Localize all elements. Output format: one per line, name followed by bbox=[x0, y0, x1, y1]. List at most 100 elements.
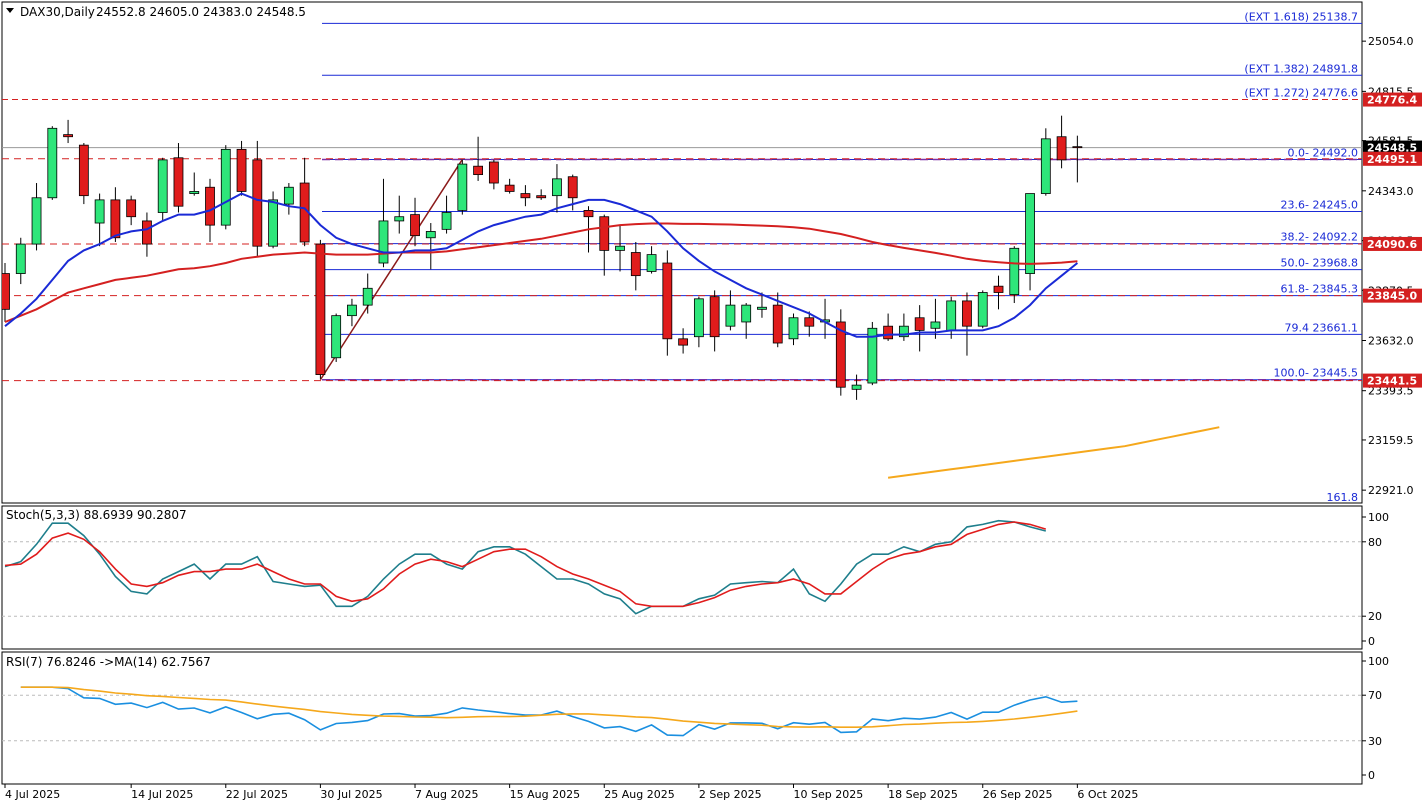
candle-body bbox=[457, 163, 468, 211]
candle-body bbox=[898, 325, 909, 338]
price-badge-label: 23441.5 bbox=[1367, 375, 1417, 388]
candle-body bbox=[236, 148, 247, 192]
stochastic-panel: 100 80 20 0 bbox=[1, 505, 1389, 650]
candle-body bbox=[347, 304, 357, 317]
candle-body bbox=[804, 317, 815, 327]
candle-body bbox=[583, 209, 594, 218]
candle-body bbox=[851, 384, 862, 390]
price-badge bbox=[1363, 373, 1422, 388]
candle-body bbox=[126, 199, 137, 218]
fib-level-label: 0.0- 24492.0 bbox=[1288, 146, 1358, 159]
candle-body bbox=[394, 216, 405, 222]
candle-body bbox=[536, 195, 547, 199]
candle-body bbox=[2, 273, 10, 310]
candle-body bbox=[977, 292, 988, 327]
price-axis-label: 24343.0 bbox=[1368, 185, 1414, 198]
candle-body bbox=[788, 317, 799, 340]
price-axis-label: 25054.0 bbox=[1368, 35, 1414, 48]
candle-body bbox=[1025, 193, 1035, 274]
date-axis-label: 6 Oct 2025 bbox=[1077, 788, 1138, 801]
candle-body bbox=[142, 220, 152, 245]
date-axis-label: 22 Jul 2025 bbox=[226, 788, 288, 801]
candle-body bbox=[47, 127, 58, 199]
candle-body bbox=[725, 304, 736, 327]
ema-slow-line bbox=[4, 222, 1078, 323]
price-axis-label: 23632.0 bbox=[1368, 334, 1414, 347]
ema-fast-line bbox=[4, 192, 1079, 338]
candle-body bbox=[567, 176, 578, 199]
candle-body bbox=[315, 243, 326, 375]
stoch-d-line bbox=[4, 521, 1047, 608]
stoch-axis-label: 20 bbox=[1368, 610, 1382, 623]
stoch-panel-frame bbox=[1, 505, 1363, 650]
rsi-axis-label: 30 bbox=[1368, 735, 1382, 748]
candle-body bbox=[378, 220, 389, 264]
candle-body bbox=[741, 304, 752, 323]
candle-body bbox=[173, 157, 184, 207]
stoch-axis-label: 0 bbox=[1368, 635, 1375, 648]
fib-level-label: 23.6- 24245.0 bbox=[1281, 198, 1358, 211]
candle-body bbox=[599, 216, 610, 251]
date-axis-label: 14 Jul 2025 bbox=[131, 788, 193, 801]
fib-level-label: (EXT 1.618) 25138.7 bbox=[1244, 10, 1358, 23]
price-badge bbox=[1363, 288, 1422, 303]
candle-body bbox=[552, 178, 562, 197]
candle-body bbox=[709, 296, 720, 338]
candle-body bbox=[252, 159, 263, 247]
candle-body bbox=[678, 338, 689, 346]
price-badge-label: 23845.0 bbox=[1367, 290, 1417, 303]
candle-body bbox=[157, 159, 168, 213]
price-badge bbox=[1363, 236, 1422, 251]
candle-body bbox=[835, 321, 846, 388]
candle-body bbox=[331, 315, 342, 359]
rsi-ma-line bbox=[20, 686, 1078, 729]
candle-body bbox=[615, 245, 625, 251]
candle-body bbox=[930, 321, 941, 329]
ema-long-line bbox=[887, 426, 1220, 479]
stoch-axis-label: 100 bbox=[1368, 511, 1389, 524]
price-badge-label: 24090.6 bbox=[1367, 238, 1417, 251]
candle-body bbox=[962, 300, 972, 327]
candle-body bbox=[504, 184, 515, 192]
candle-body bbox=[630, 252, 641, 277]
stoch-axis-label: 80 bbox=[1368, 536, 1382, 549]
price-badge-label: 24776.4 bbox=[1367, 94, 1417, 107]
rsi-panel-frame bbox=[1, 651, 1363, 785]
candle-body bbox=[268, 199, 278, 247]
candle-body bbox=[662, 262, 673, 340]
candle-body bbox=[205, 186, 215, 226]
symbol-header: DAX30,Daily bbox=[20, 5, 95, 19]
candle-body bbox=[1009, 247, 1020, 296]
price-axis-label: 23159.5 bbox=[1368, 434, 1414, 447]
candle-body bbox=[473, 165, 484, 176]
candle-body bbox=[993, 285, 1004, 293]
date-axis: 4 Jul 2025 14 Jul 2025 22 Jul 2025 30 Jul 2… bbox=[4, 784, 1138, 801]
candle-body bbox=[946, 300, 957, 331]
rsi-axis-label: 0 bbox=[1368, 769, 1375, 782]
candle-body bbox=[410, 214, 420, 237]
candle-body bbox=[441, 212, 452, 230]
candle-body bbox=[693, 298, 704, 338]
fib-level-label: 38.2- 24092.2 bbox=[1281, 231, 1358, 244]
fib-level-label: 100.0- 23445.5 bbox=[1274, 367, 1358, 380]
date-axis-label: 26 Sep 2025 bbox=[983, 788, 1053, 801]
candle-body bbox=[362, 287, 373, 306]
price-plot-area bbox=[2, 22, 1362, 479]
fib-level-label: 61.8- 23845.3 bbox=[1281, 283, 1358, 296]
candle-body bbox=[1056, 136, 1067, 161]
rsi-axis-label: 100 bbox=[1368, 655, 1389, 668]
candle-body bbox=[31, 197, 42, 245]
candle-body bbox=[1040, 138, 1051, 194]
candle-body bbox=[1072, 146, 1083, 149]
candle-body bbox=[425, 231, 436, 239]
candle-body bbox=[220, 148, 231, 226]
fib-trend-line bbox=[319, 159, 463, 381]
price-axis-label: 22921.0 bbox=[1368, 484, 1414, 497]
rsi-line bbox=[20, 686, 1078, 737]
price-badge bbox=[1363, 92, 1422, 107]
price-panel-frame bbox=[1, 1, 1363, 504]
price-axis-label: 23393.5 bbox=[1368, 385, 1414, 398]
candle-body bbox=[63, 134, 73, 138]
fib-level-label: (EXT 1.272) 24776.6 bbox=[1244, 87, 1358, 100]
